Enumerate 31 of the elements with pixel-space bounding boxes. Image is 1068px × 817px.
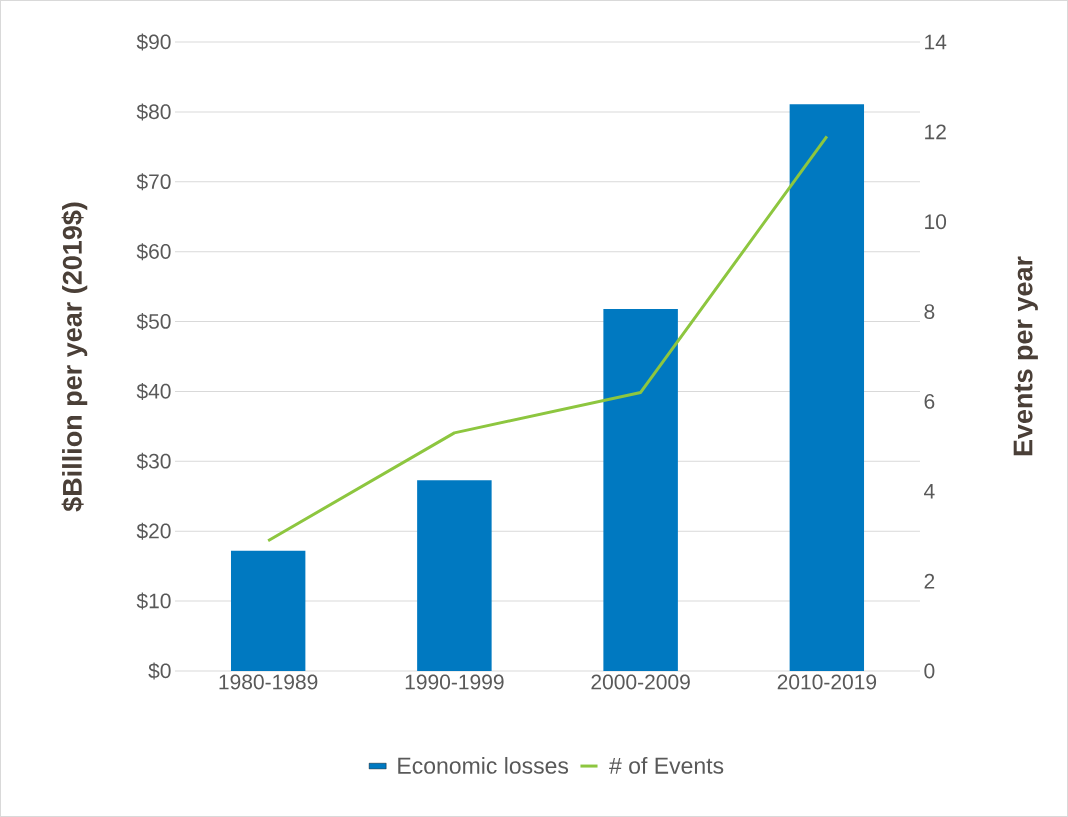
y-tick-label: $80 — [136, 103, 171, 121]
y2-tick-label: 6 — [924, 393, 935, 409]
legend-label: Economic losses — [398, 756, 569, 774]
y-tick-label: $10 — [136, 592, 171, 610]
bar — [603, 308, 678, 671]
x-tick-label: 1980-1989 — [219, 674, 318, 690]
bar — [230, 550, 306, 671]
y-tick-label: $30 — [136, 452, 171, 470]
y-tick-label: $60 — [136, 243, 171, 261]
y2-axis-title: Events per year — [1013, 256, 1038, 456]
y-tick-label: $50 — [136, 313, 171, 331]
y-axis-title: $Billion per year (2019$) — [61, 202, 88, 512]
y2-tick-label: 2 — [924, 573, 935, 589]
y2-tick-label: 0 — [924, 663, 935, 679]
x-tick-label: 1990-1999 — [405, 674, 504, 690]
legend-label: # of Events — [609, 756, 724, 774]
y-tick-label: $40 — [136, 382, 171, 400]
y-tick-label: $20 — [136, 522, 171, 540]
y2-tick-label: 4 — [924, 484, 935, 499]
y2-tick-label: 14 — [925, 34, 947, 50]
line-series — [266, 134, 829, 543]
y2-tick-label: 8 — [924, 304, 935, 319]
y-tick-label: $70 — [136, 173, 171, 191]
x-tick-label: 2000-2009 — [591, 674, 690, 690]
y-tick-label: $90 — [136, 33, 171, 51]
y-tick-label: $0 — [148, 662, 171, 680]
y2-tick-label: 12 — [925, 124, 946, 140]
bar — [789, 104, 865, 671]
bar — [417, 480, 492, 671]
x-tick-label: 2010-2019 — [777, 674, 877, 690]
y2-tick-label: 10 — [925, 214, 947, 230]
